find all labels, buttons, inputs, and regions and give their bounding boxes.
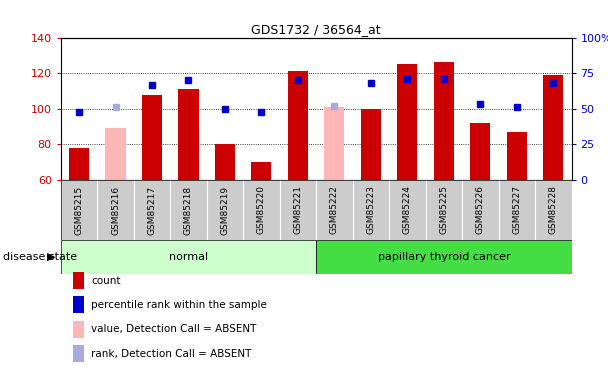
Bar xyxy=(543,75,563,180)
Text: GSM85218: GSM85218 xyxy=(184,186,193,235)
Text: GSM85216: GSM85216 xyxy=(111,186,120,235)
Text: GSM85223: GSM85223 xyxy=(367,186,375,234)
Text: GSM85227: GSM85227 xyxy=(513,186,521,234)
Bar xyxy=(142,94,162,180)
Text: GSM85220: GSM85220 xyxy=(257,186,266,234)
Bar xyxy=(288,71,308,180)
Bar xyxy=(251,162,271,180)
Bar xyxy=(324,107,344,180)
Text: GSM85221: GSM85221 xyxy=(294,186,302,234)
Text: disease state: disease state xyxy=(3,252,77,262)
Text: GSM85215: GSM85215 xyxy=(75,186,83,235)
Bar xyxy=(316,240,572,274)
Text: ▶: ▶ xyxy=(47,252,55,262)
Text: rank, Detection Call = ABSENT: rank, Detection Call = ABSENT xyxy=(91,349,252,358)
Bar xyxy=(506,132,527,180)
Text: GSM85225: GSM85225 xyxy=(440,186,448,234)
Text: GSM85219: GSM85219 xyxy=(221,186,229,235)
Text: value, Detection Call = ABSENT: value, Detection Call = ABSENT xyxy=(91,324,257,334)
Bar xyxy=(361,109,381,180)
Text: GSM85228: GSM85228 xyxy=(549,186,558,234)
Bar xyxy=(470,123,490,180)
Text: percentile rank within the sample: percentile rank within the sample xyxy=(91,300,267,310)
Title: GDS1732 / 36564_at: GDS1732 / 36564_at xyxy=(251,23,381,36)
Bar xyxy=(434,62,454,180)
Bar xyxy=(105,128,125,180)
Text: GSM85224: GSM85224 xyxy=(403,186,412,234)
Bar xyxy=(397,64,417,180)
Text: papillary thyroid cancer: papillary thyroid cancer xyxy=(378,252,510,262)
Text: count: count xyxy=(91,276,121,285)
Bar xyxy=(178,89,198,180)
Text: GSM85226: GSM85226 xyxy=(476,186,485,234)
Text: normal: normal xyxy=(169,252,208,262)
Bar xyxy=(61,240,316,274)
Bar xyxy=(215,144,235,180)
Text: GSM85217: GSM85217 xyxy=(148,186,156,235)
Text: GSM85222: GSM85222 xyxy=(330,186,339,234)
Bar xyxy=(69,148,89,180)
